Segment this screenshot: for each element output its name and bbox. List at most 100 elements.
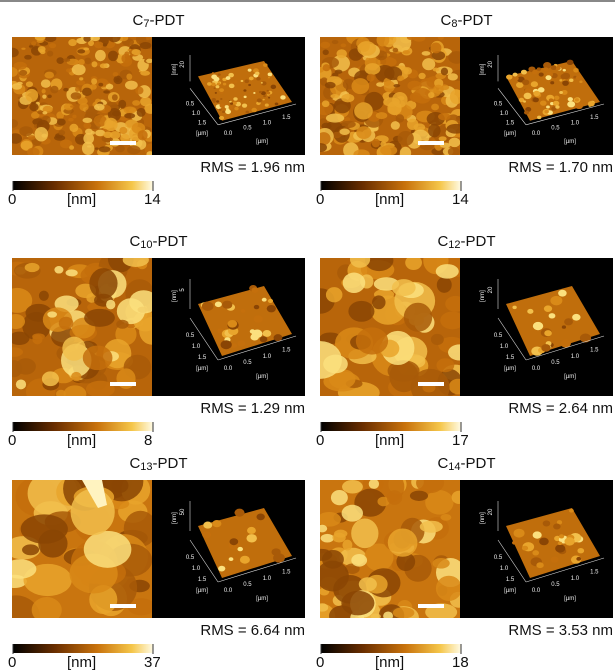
afm-grain <box>132 49 141 55</box>
inset-tick-label: [nm] <box>480 290 486 302</box>
inset-bump <box>241 309 246 313</box>
inset-bump <box>527 309 533 314</box>
inset-bump <box>544 67 549 71</box>
inset-bump <box>554 96 559 100</box>
colorbar <box>12 422 154 432</box>
scale-bar <box>418 141 444 145</box>
afm-grain <box>433 558 450 569</box>
inset-bump <box>562 81 569 86</box>
inset-tick-label: 50 <box>180 508 186 515</box>
afm-grain <box>85 129 93 135</box>
colorbar-unit: [nm] <box>67 432 96 449</box>
inset-bump <box>202 302 214 311</box>
afm-grain <box>78 59 85 65</box>
afm-grain <box>323 49 329 55</box>
inset-bump <box>251 108 257 112</box>
afm-grain <box>339 128 349 134</box>
inset-tick-label: [nm] <box>480 512 486 524</box>
inset-tick-label: 1.5 <box>590 348 599 354</box>
inset-bump <box>221 340 232 349</box>
inset-tick-label: 1.5 <box>506 355 515 361</box>
inset-bump <box>539 73 544 77</box>
afm-grain <box>19 70 27 76</box>
inset-tick-label: 1.0 <box>192 566 201 572</box>
afm-grain <box>103 132 112 138</box>
afm-grain <box>42 89 46 94</box>
inset-bump <box>256 514 264 521</box>
colorbar-max: 37 <box>144 654 161 671</box>
afm-grain <box>16 379 26 389</box>
title-subscript: 13 <box>140 461 152 473</box>
inset-tick-label: 0.5 <box>243 582 252 588</box>
inset-bump <box>214 77 220 82</box>
title-suffix: -PDT <box>461 233 496 250</box>
colorbar-unit: [nm] <box>375 432 404 449</box>
afm-grain <box>433 85 444 94</box>
inset-tick-label: 0.0 <box>224 131 233 137</box>
rms-label: RMS = 2.64 nm <box>460 400 613 417</box>
inset-bump <box>242 104 247 108</box>
colorbar-fill <box>321 644 461 653</box>
afm-grain <box>121 54 130 64</box>
afm-grain <box>112 111 120 117</box>
afm-grain <box>137 108 146 117</box>
rms-label: RMS = 1.70 nm <box>460 159 613 176</box>
inset-bump <box>234 107 238 110</box>
inset-tick-label: 1.0 <box>500 111 509 117</box>
inset-tick-label: 1.5 <box>590 115 599 121</box>
afm-grain <box>79 77 83 80</box>
afm-grain <box>72 115 76 119</box>
inset-bump <box>555 544 565 552</box>
afm-grain <box>92 61 98 67</box>
inset-tick-label: [µm] <box>504 588 516 594</box>
colorbar-max: 18 <box>452 654 469 671</box>
inset-bump <box>579 80 582 83</box>
inset-tick-label: 0.5 <box>186 555 195 561</box>
afm-grain <box>351 554 367 567</box>
afm-2d-image <box>320 258 473 396</box>
inset-bump <box>521 70 527 75</box>
afm-grain <box>47 311 57 317</box>
afm-grain <box>365 63 381 75</box>
inset-tick-label: 0.0 <box>532 588 541 594</box>
colorbar-unit: [nm] <box>67 654 96 671</box>
inset-bump <box>563 69 566 72</box>
afm-grain <box>66 269 78 276</box>
figure-page: C7-PDT[nm]200.51.01.5[µm]0.00.51.01.5[µm… <box>0 0 615 646</box>
inset-bump <box>533 531 542 538</box>
inset-bump <box>231 343 237 348</box>
inset-tick-label: 0.5 <box>551 126 560 132</box>
afm-3d-inset: [nm]200.51.01.5[µm]0.00.51.01.5[µm] <box>152 37 305 155</box>
inset-tick-label: [nm] <box>172 512 178 524</box>
inset-bump <box>247 527 256 534</box>
title-subscript: 10 <box>140 239 152 251</box>
title-base: C <box>129 233 140 250</box>
afm-grain <box>343 273 366 293</box>
afm-grain <box>397 76 403 82</box>
inset-bump <box>268 299 273 303</box>
inset-bump <box>281 97 284 99</box>
inset-bump <box>553 101 559 106</box>
colorbar-min: 0 <box>316 191 324 208</box>
inset-bump <box>263 63 267 67</box>
colorbar <box>320 181 462 191</box>
afm-grain <box>68 118 74 122</box>
afm-grain <box>392 92 408 108</box>
colorbar-fill <box>13 181 153 190</box>
afm-grain <box>82 88 92 96</box>
inset-bump <box>544 305 552 312</box>
inset-bump <box>274 334 283 341</box>
inset-bump <box>539 538 549 546</box>
afm-2d-image <box>12 480 157 618</box>
inset-bump <box>576 76 581 80</box>
inset-bump <box>545 75 551 80</box>
inset-tick-label: 20 <box>488 508 494 515</box>
inset-bump <box>211 83 216 87</box>
inset-bump <box>514 529 525 538</box>
inset-bump <box>262 298 267 302</box>
inset-bump <box>268 77 270 79</box>
afm-grain <box>341 94 354 103</box>
afm-grain <box>321 534 334 543</box>
inset-tick-label: [µm] <box>196 588 208 594</box>
rms-label: RMS = 3.53 nm <box>460 622 613 639</box>
